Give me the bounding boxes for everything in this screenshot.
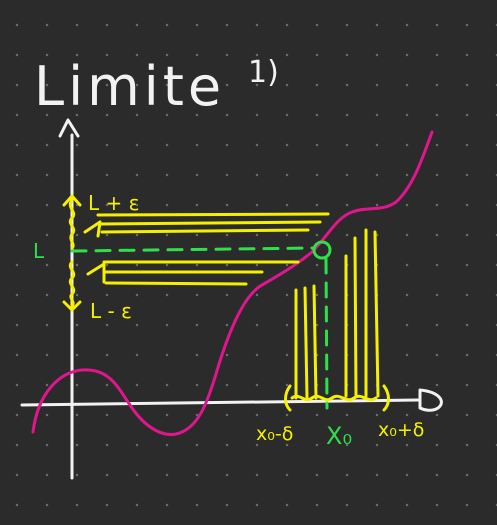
x-axis-arrow-icon <box>418 388 443 412</box>
epsilon-upper-bracket <box>62 194 82 250</box>
label-x0: X₀ <box>326 422 352 450</box>
limit-point <box>312 240 332 260</box>
section-number: 1) <box>248 55 279 90</box>
upper-band-lines <box>83 212 330 238</box>
limit-horizontal-guide <box>70 246 316 253</box>
y-axis-arrow-icon <box>58 118 80 138</box>
delta-band-lines <box>294 228 380 400</box>
label-l-plus-epsilon: L + ε <box>88 191 139 215</box>
label-l: L <box>33 239 45 263</box>
label-x0-minus-delta: x₀-δ <box>256 423 293 445</box>
delta-interval <box>284 384 390 412</box>
function-curve <box>31 130 434 436</box>
limit-guides <box>70 240 332 410</box>
label-x0-plus-delta: x₀+δ <box>378 419 424 441</box>
epsilon-lower-bracket <box>62 260 82 312</box>
lower-band-lines <box>86 260 300 286</box>
limit-vertical-guide <box>324 257 329 410</box>
x-axis <box>20 398 420 407</box>
label-l-minus-epsilon: L - ε <box>90 299 132 323</box>
title-text: Limite <box>34 55 225 118</box>
